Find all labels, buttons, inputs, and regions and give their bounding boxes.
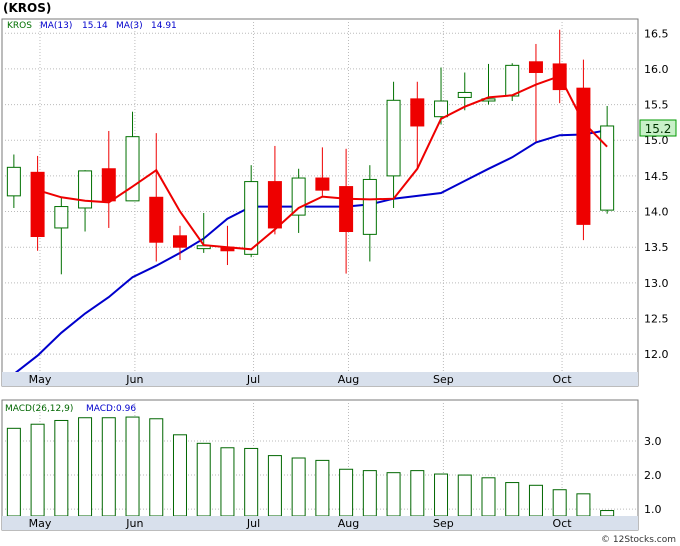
month-label: Aug bbox=[338, 373, 359, 386]
month-label: Aug bbox=[338, 517, 359, 530]
macd-bar bbox=[457, 474, 472, 517]
month-label: Jul bbox=[246, 373, 260, 386]
candle-body-up bbox=[600, 125, 615, 211]
candle-body-up bbox=[434, 100, 449, 118]
candle-body-up bbox=[291, 177, 306, 216]
candle-body-up bbox=[6, 166, 21, 197]
candle-body-down bbox=[528, 61, 543, 73]
month-label: Jun bbox=[125, 373, 143, 386]
month-label: Sep bbox=[433, 373, 454, 386]
price-y-axis: 12.0 12.5 13.0 13.5 14.0 14.5 15.0 15.5 16.0 16.5 bbox=[644, 27, 669, 361]
ma3-line bbox=[37, 74, 608, 251]
price-y-tick-label: 16.5 bbox=[644, 27, 669, 40]
candle-body-down bbox=[267, 181, 282, 229]
price-month-band bbox=[2, 372, 638, 386]
price-y-tick-label: 15.5 bbox=[644, 99, 669, 112]
candle-body-down bbox=[315, 177, 330, 191]
legend-ma13-value: 15.14 bbox=[82, 21, 108, 31]
legend-ma13-label: MA(13) bbox=[40, 21, 72, 31]
price-tag-box bbox=[639, 119, 677, 137]
macd-bar bbox=[505, 482, 520, 517]
macd-bar bbox=[125, 416, 140, 517]
chart-title: (KROS) bbox=[3, 1, 51, 15]
macd-bar bbox=[481, 477, 496, 517]
price-y-tick-label: 16.0 bbox=[644, 63, 669, 76]
price-y-tick-label: 13.5 bbox=[644, 241, 669, 254]
macd-bar bbox=[220, 447, 235, 517]
price-tag: 15.2 bbox=[645, 122, 672, 136]
macd-bar bbox=[149, 418, 164, 517]
macd-bar bbox=[552, 489, 567, 517]
macd-month-band bbox=[2, 516, 638, 530]
price-month-labels: May Jun Jul Aug Sep Oct bbox=[29, 373, 573, 386]
macd-bar bbox=[528, 484, 543, 517]
month-label: May bbox=[29, 517, 52, 530]
candle-body-up bbox=[244, 181, 259, 255]
month-label: Jun bbox=[125, 517, 143, 530]
price-y-tick-label: 12.5 bbox=[644, 313, 669, 326]
macd-bar bbox=[362, 470, 377, 517]
candle-body-up bbox=[125, 136, 140, 202]
price-y-tick-label: 14.0 bbox=[644, 206, 669, 219]
candle-body-down bbox=[172, 235, 187, 248]
month-label: May bbox=[29, 373, 52, 386]
price-y-tick-label: 12.0 bbox=[644, 348, 669, 361]
candle-body-up bbox=[457, 91, 472, 98]
macd-bar bbox=[196, 442, 211, 517]
ma13-layer bbox=[13, 129, 608, 375]
candle-body-up bbox=[386, 99, 401, 177]
macd-legend-label: MACD(26,12,9) bbox=[5, 404, 73, 414]
candle-body-down bbox=[339, 186, 354, 233]
candle-body-down bbox=[30, 171, 45, 238]
price-y-tick-label: 14.5 bbox=[644, 170, 669, 183]
candles bbox=[6, 29, 615, 275]
price-grid bbox=[2, 19, 638, 372]
ma3-layer bbox=[37, 74, 608, 251]
month-label: Oct bbox=[553, 517, 573, 530]
macd-bar bbox=[434, 473, 449, 517]
macd-bar bbox=[244, 447, 259, 517]
candle-body-up bbox=[362, 178, 377, 235]
candle-body-up bbox=[78, 170, 93, 209]
macd-bar bbox=[172, 434, 187, 517]
macd-bar bbox=[78, 417, 93, 517]
macd-y-tick-label: 3.0 bbox=[644, 435, 662, 448]
month-label: Sep bbox=[433, 517, 454, 530]
macd-month-labels: May Jun Jul Aug Sep Oct bbox=[29, 517, 573, 530]
macd-bar bbox=[600, 510, 615, 517]
legend-ticker: KROS bbox=[7, 21, 32, 31]
month-label: Oct bbox=[553, 373, 573, 386]
macd-legend-value: MACD:0.96 bbox=[86, 404, 136, 414]
macd-bar bbox=[386, 472, 401, 517]
candle-body-up bbox=[505, 64, 520, 97]
legend-ma3-label: MA(3) bbox=[116, 21, 143, 31]
candle-body-down bbox=[576, 87, 591, 225]
macd-y-tick-label: 1.0 bbox=[644, 503, 662, 516]
price-y-tick-label: 13.0 bbox=[644, 277, 669, 290]
macd-bar bbox=[101, 417, 116, 517]
price-y-tick-label: 15.0 bbox=[644, 134, 669, 147]
month-label: Jul bbox=[246, 517, 260, 530]
ma13-line bbox=[13, 129, 608, 375]
macd-bar bbox=[291, 457, 306, 517]
macd-bar bbox=[54, 419, 69, 517]
candle-body-down bbox=[149, 196, 164, 243]
footer-credit: © 12Stocks.com bbox=[601, 535, 676, 545]
macd-bars bbox=[6, 416, 615, 517]
candle-body-up bbox=[54, 206, 69, 229]
macd-bar bbox=[339, 468, 354, 517]
macd-y-tick-label: 2.0 bbox=[644, 469, 662, 482]
macd-bar bbox=[410, 470, 425, 517]
macd-bar bbox=[30, 423, 45, 517]
candle-body-down bbox=[410, 98, 425, 127]
candle-body-down bbox=[101, 168, 116, 202]
macd-bar bbox=[576, 493, 591, 517]
macd-bar bbox=[6, 427, 21, 517]
legend-ma3-value: 14.91 bbox=[151, 21, 177, 31]
macd-y-axis: 1.0 2.0 3.0 bbox=[644, 435, 662, 516]
macd-bar bbox=[315, 459, 330, 517]
macd-bar bbox=[267, 455, 282, 517]
